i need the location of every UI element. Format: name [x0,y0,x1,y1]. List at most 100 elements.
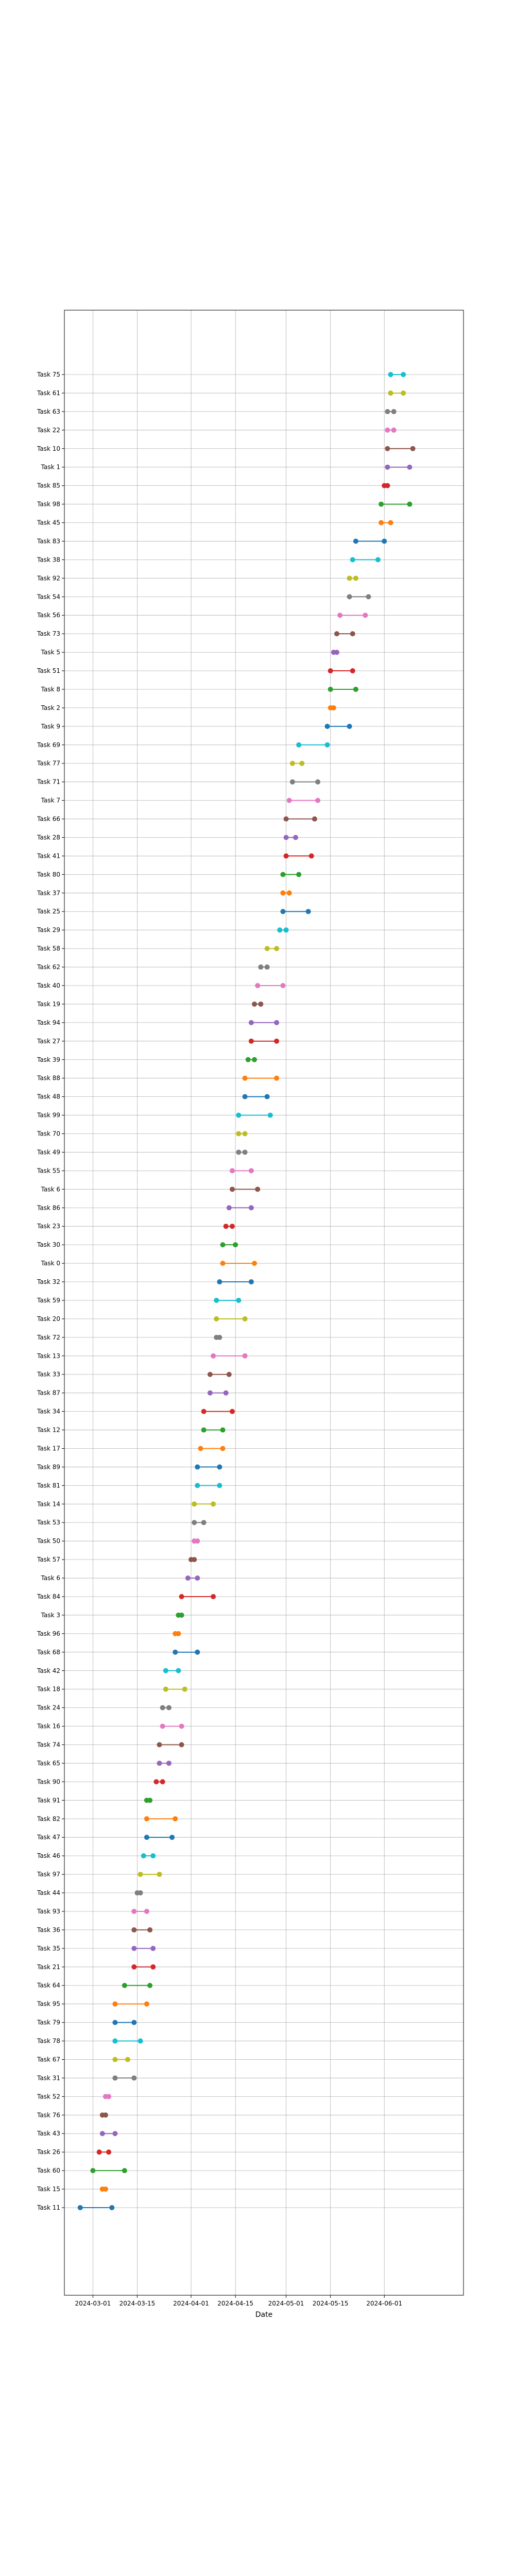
task-start-point [242,1094,248,1099]
task-label: Task 63 [37,408,60,415]
task-bar [220,1242,238,1248]
task-bar [264,946,280,952]
task-label: Task 14 [37,1500,60,1507]
task-bar [144,1816,178,1822]
task-label: Task 38 [37,556,60,563]
task-bar [173,1649,200,1655]
task-start-point [131,1927,137,1933]
task-label: Task 90 [37,1778,60,1785]
task-label: Task 78 [37,2038,60,2045]
task-bar [252,1001,264,1007]
task-label: Task 69 [37,741,60,749]
task-bar [198,1446,226,1451]
task-end-point [112,2131,118,2137]
task-start-point [337,613,343,618]
task-start-point [144,1835,149,1840]
task-start-point [229,1168,235,1174]
task-start-point [163,1686,168,1692]
task-end-point [315,798,321,803]
task-end-point [192,1557,197,1563]
task-bar [214,1316,248,1321]
task-start-point [207,1390,213,1396]
task-bar [192,1501,216,1507]
task-end-point [274,1020,280,1025]
task-end-point [242,1149,248,1155]
task-bar [144,1798,153,1803]
task-start-point [385,464,390,470]
task-start-point [283,816,289,822]
task-bar [324,723,352,729]
task-label: Task 39 [37,1056,60,1063]
task-end-point [195,1649,200,1655]
task-label: Task 41 [37,852,60,859]
task-end-point [217,1483,222,1488]
task-end-point [150,1964,156,1970]
task-label: Task 49 [37,1148,60,1156]
task-end-point [267,1112,273,1118]
task-start-point [173,1649,178,1655]
task-end-point [299,760,305,766]
task-start-point [283,853,289,859]
task-start-point [280,909,286,914]
task-bar [173,1631,181,1636]
task-end-point [242,1316,248,1321]
task-end-point [157,1872,162,1877]
task-label: Task 88 [37,1075,60,1082]
task-end-point [410,446,416,451]
task-start-point [385,427,390,433]
task-end-point [182,1686,187,1692]
task-bar [350,557,381,563]
task-bar [280,890,292,896]
x-tick-label: 2024-04-15 [217,2300,253,2307]
task-start-point [280,890,286,896]
task-bar [242,1094,270,1099]
task-label: Task 93 [37,1908,60,1915]
task-bar [122,1982,153,1988]
task-label: Task 57 [37,1556,60,1563]
task-start-point [264,946,270,952]
task-label: Task 52 [37,2093,60,2100]
task-bar [248,1020,280,1025]
task-label: Task 51 [37,667,60,674]
task-label: Task 2 [41,704,60,711]
task-start-point [112,2001,118,2007]
task-start-point [90,2168,96,2174]
task-start-point [207,1371,213,1377]
task-end-point [220,1427,226,1433]
task-start-point [226,1205,232,1211]
task-label: Task 15 [37,2185,60,2193]
chart-marks [77,372,416,2210]
task-label: Task 83 [37,537,60,545]
task-label: Task 13 [37,1352,60,1360]
task-label: Task 99 [37,1112,60,1119]
task-label: Task 19 [37,1001,60,1008]
task-label: Task 56 [37,612,60,619]
task-bar [99,2131,118,2137]
task-start-point [334,631,339,637]
task-start-point [201,1427,207,1433]
task-end-point [144,1908,149,1914]
task-end-point [391,427,397,433]
task-bar [347,575,358,581]
task-label: Task 8 [41,686,60,693]
task-bar [223,1224,235,1229]
task-label: Task 53 [37,1519,60,1526]
task-label: Task 59 [37,1297,60,1304]
task-start-point [214,1316,219,1321]
task-start-point [388,372,393,377]
task-label: Task 40 [37,982,60,989]
task-bar [96,2149,112,2155]
task-label: Task 26 [37,2148,60,2156]
task-label: Task 45 [37,519,60,527]
task-start-point [201,1409,207,1414]
task-end-point [138,1890,143,1896]
task-end-point [106,2149,112,2155]
task-start-point [195,1464,200,1470]
task-start-point [277,927,283,933]
task-end-point [242,1131,248,1137]
task-label: Task 50 [37,1537,60,1545]
task-start-point [96,2149,102,2155]
task-label: Task 74 [37,1741,60,1749]
task-end-point [350,668,355,674]
task-label: Task 27 [37,1038,60,1045]
